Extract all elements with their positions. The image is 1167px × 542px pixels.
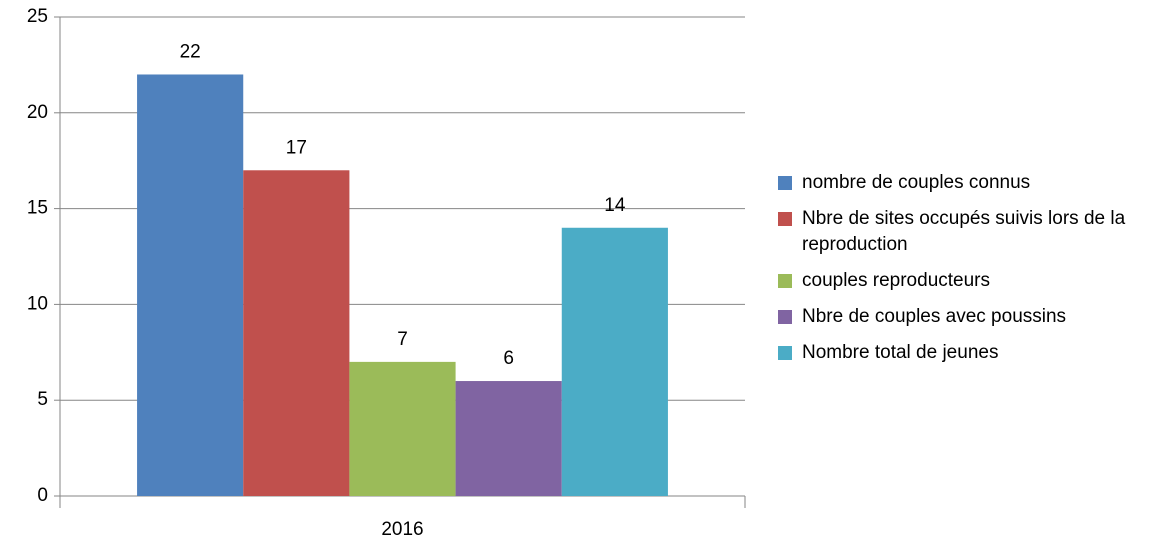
legend-item: nombre de couples connus	[778, 170, 1158, 196]
x-tick-label: 2016	[381, 519, 423, 540]
y-tick-label: 20	[27, 102, 48, 123]
legend-label: Nbre de couples avec poussins	[802, 306, 1067, 327]
bar	[455, 381, 562, 496]
legend-swatch	[778, 346, 792, 360]
bar	[137, 74, 244, 496]
data-label: 14	[604, 195, 626, 216]
legend-swatch	[778, 176, 792, 190]
y-tick-label: 15	[27, 198, 48, 219]
legend-swatch	[778, 310, 792, 324]
bar	[561, 227, 668, 496]
data-label: 17	[286, 137, 307, 158]
bar	[243, 170, 350, 496]
legend-label: Nombre total de jeunes	[802, 342, 999, 363]
legend-label: nombre de couples connus	[802, 172, 1031, 193]
data-label: 7	[397, 329, 408, 350]
legend-item: Nombre total de jeunes	[778, 340, 1158, 366]
legend-swatch	[778, 274, 792, 288]
y-tick-label: 0	[37, 485, 48, 506]
y-tick-label: 25	[27, 6, 48, 27]
bar	[349, 361, 456, 496]
y-tick-label: 10	[27, 293, 48, 314]
y-tick-label: 5	[37, 389, 48, 410]
legend-item: Nbre de couples avec poussins	[778, 304, 1158, 330]
legend-item: Nbre de sites occupés suivis lors de la …	[778, 206, 1158, 258]
legend-label: Nbre de sites occupés suivis lors de la …	[802, 208, 1126, 255]
legend-swatch	[778, 212, 792, 226]
legend: nombre de couples connus Nbre de sites oc…	[778, 170, 1158, 376]
data-label: 22	[180, 41, 201, 62]
legend-label: couples reproducteurs	[802, 270, 990, 291]
data-label: 6	[503, 348, 514, 369]
legend-item: couples reproducteurs	[778, 268, 1158, 294]
